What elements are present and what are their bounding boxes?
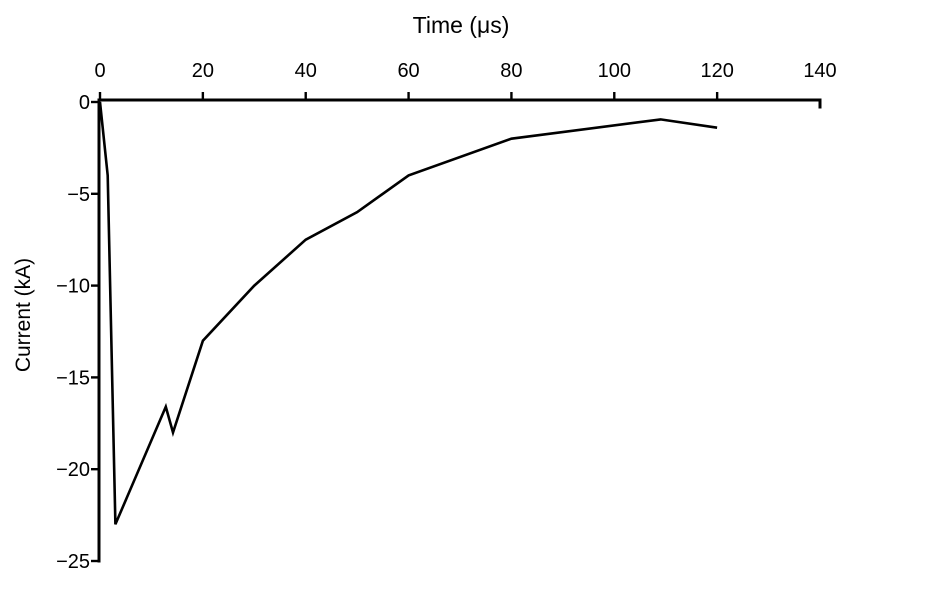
x-tick-label: 140 [803,60,836,82]
x-tick-label: 120 [700,60,733,82]
current-waveform-line [98,101,718,525]
y-axis-ticks: 0 −5 −10 −15 −20 −25 [56,92,99,573]
y-tick-label: 0 [79,92,90,114]
x-axis-line [97,98,822,109]
y-tick-label: −15 [56,367,90,389]
y-tick-label: −5 [67,184,90,206]
x-tick-label: 0 [94,60,105,82]
y-tick-label: −10 [56,276,90,298]
axes [97,98,822,563]
x-tick-label: 60 [397,60,419,82]
y-tick-label: −25 [56,551,90,573]
y-axis-title: Current (kA) [12,258,35,372]
x-tick-label: 100 [598,60,631,82]
y-tick-label: −20 [56,459,90,481]
x-axis-ticks: 0 20 40 60 80 100 120 140 [94,60,837,100]
x-tick-label: 40 [295,60,317,82]
x-axis-title: Time (μs) [413,12,510,38]
x-tick-label: 80 [500,60,522,82]
x-tick-label: 20 [192,60,214,82]
